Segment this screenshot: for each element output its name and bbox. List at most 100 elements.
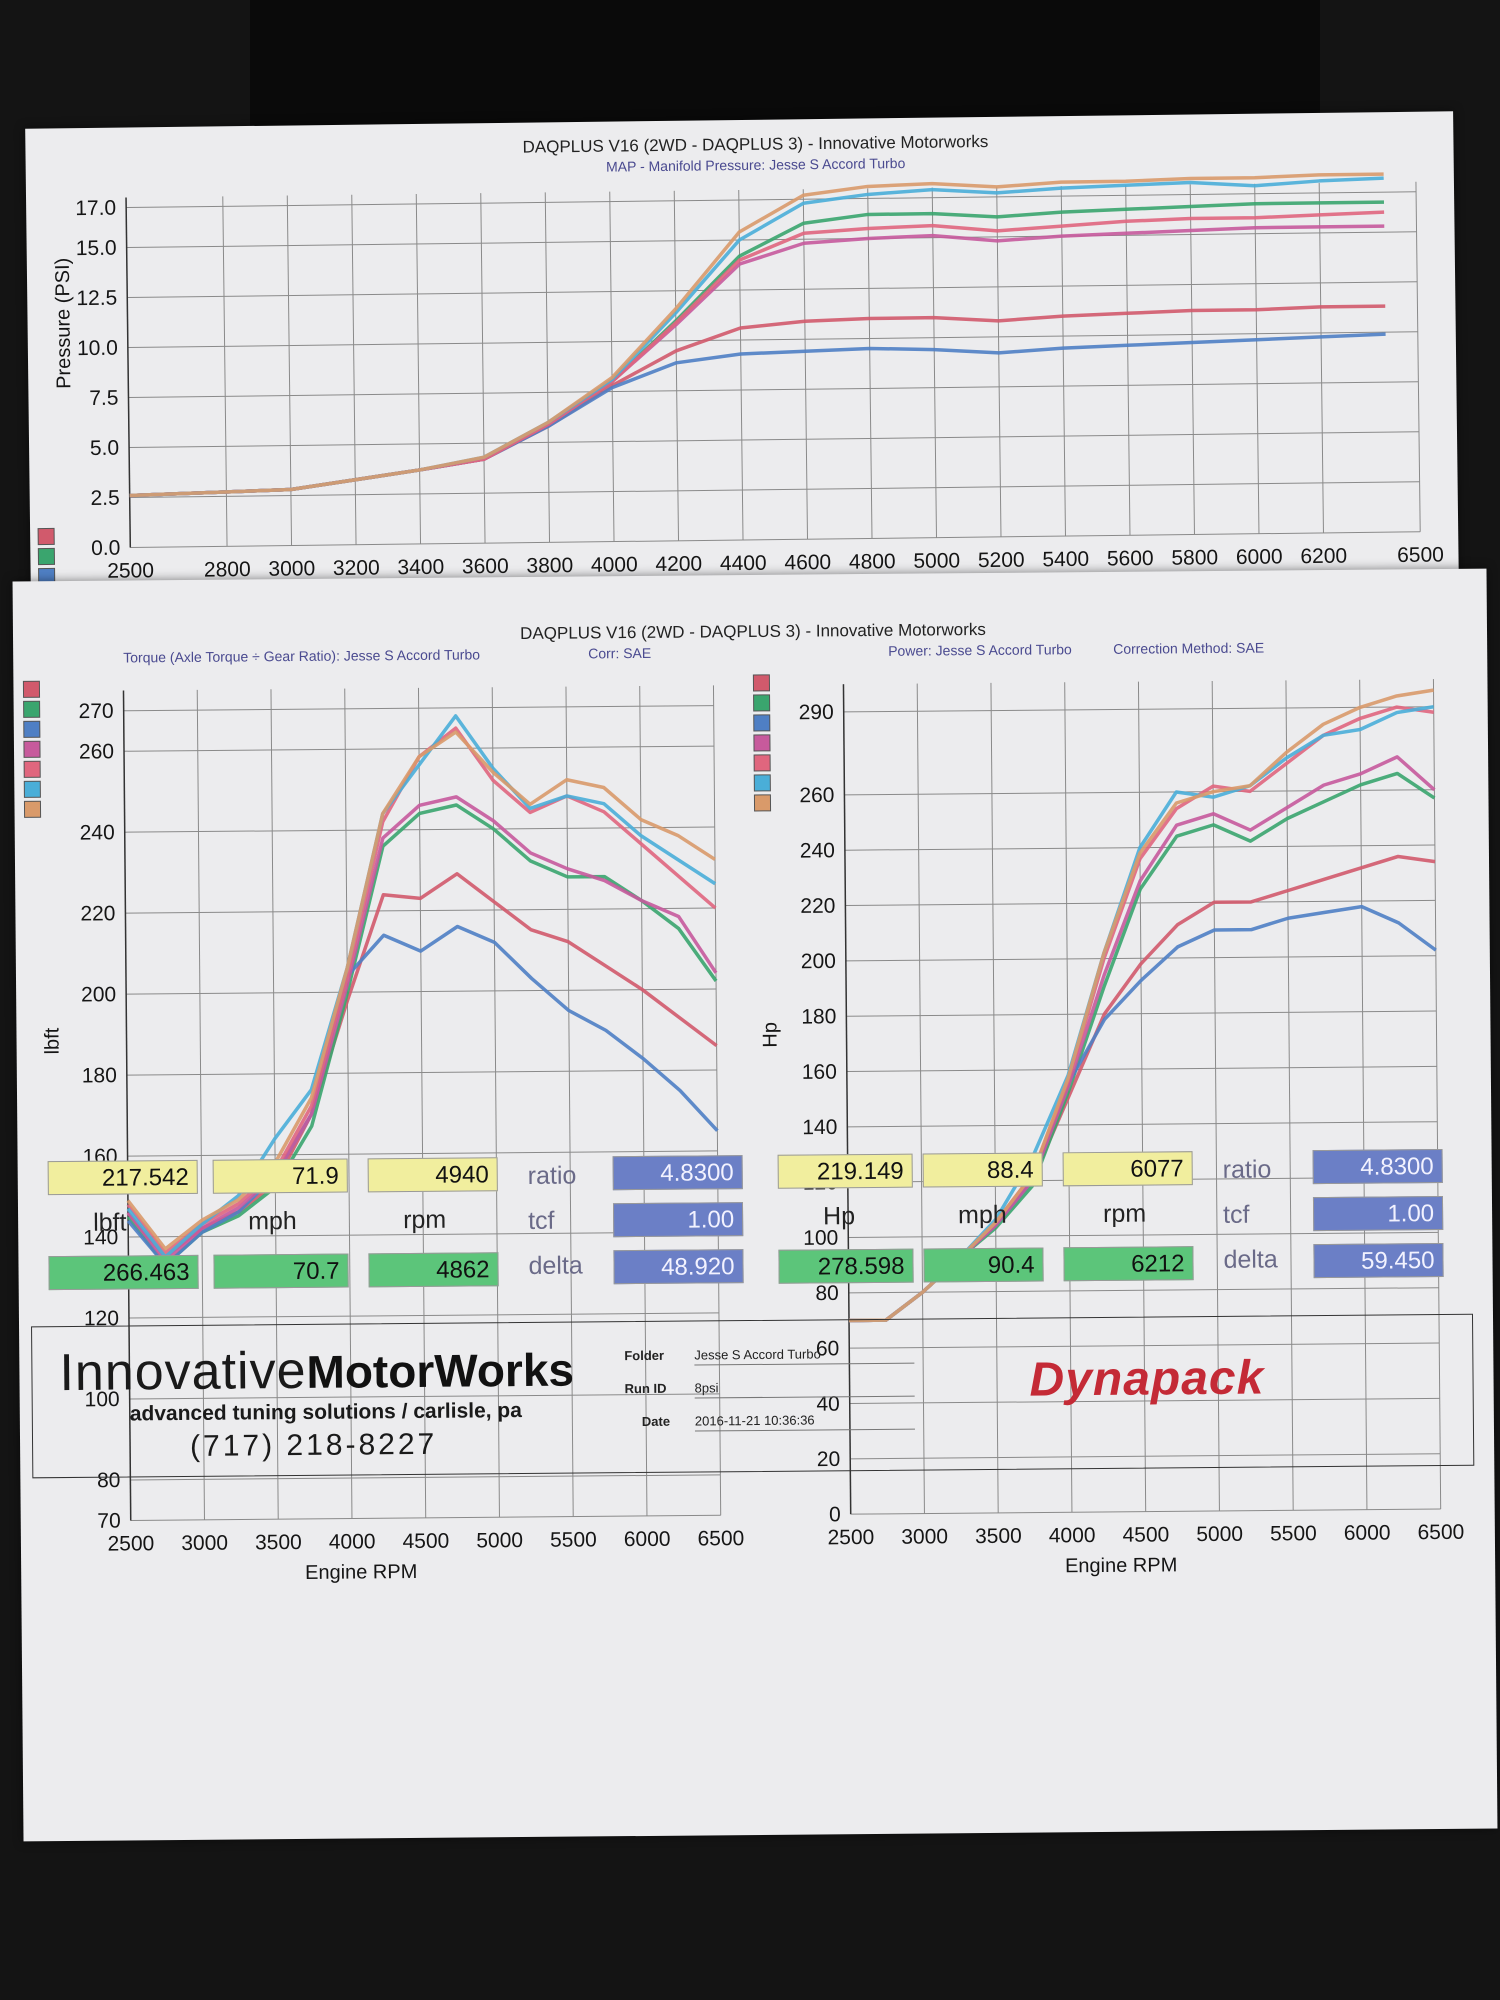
map-vgrid bbox=[1254, 183, 1260, 534]
torque-vgrid bbox=[639, 685, 648, 1516]
torque-xtick-label: 5500 bbox=[550, 1528, 597, 1551]
torque-cursor-value: 217.542 bbox=[47, 1159, 198, 1196]
power-ratio-value: 4.8300 bbox=[1312, 1148, 1443, 1185]
power-ytick-label: 0 bbox=[829, 1503, 841, 1526]
power-ytick-label: 260 bbox=[799, 784, 834, 807]
torque-hgrid bbox=[124, 745, 714, 752]
torque-xlabel: Engine RPM bbox=[305, 1561, 417, 1584]
dyno-sheet: DAQPLUS V16 (2WD - DAQPLUS 3) - Innovati… bbox=[12, 568, 1498, 1842]
torque-peak-value: 266.463 bbox=[48, 1254, 199, 1291]
map-vgrid bbox=[1125, 185, 1131, 536]
logo-part2: MotorWorks bbox=[306, 1343, 575, 1398]
phone-number: (717) 218-8227 bbox=[189, 1427, 438, 1463]
torque-peak-rpm: 4862 bbox=[368, 1252, 499, 1288]
map-xtick-label: 5000 bbox=[913, 549, 960, 573]
power-xtick-label: 4000 bbox=[1049, 1524, 1096, 1547]
power-ytick-label: 200 bbox=[801, 950, 836, 973]
torque-hgrid bbox=[126, 988, 717, 995]
power-hgrid bbox=[847, 1121, 1438, 1128]
logo-part1: Innovative bbox=[59, 1341, 307, 1403]
power-ytick-label: 40 bbox=[816, 1393, 840, 1416]
map-hgrid bbox=[130, 531, 1421, 548]
map-hgrid bbox=[127, 331, 1418, 349]
power-hgrid bbox=[844, 789, 1435, 796]
map-vgrid bbox=[351, 194, 357, 545]
power-ratio-label: ratio bbox=[1222, 1155, 1272, 1184]
torque-tcf-value: 1.00 bbox=[612, 1202, 744, 1238]
map-vgrid bbox=[673, 190, 680, 541]
power-hgrid bbox=[849, 1342, 1440, 1349]
map-vgrid bbox=[1189, 184, 1195, 535]
torque-series-line bbox=[126, 924, 719, 1267]
torque-plot: 2500 3000 3500 4000 4500 5000 5500 6000 6500 70 80… bbox=[22, 680, 744, 1556]
torque-delta-label: delta bbox=[528, 1251, 583, 1280]
torque-delta-value: 48.920 bbox=[613, 1249, 744, 1285]
map-xtick-label: 6500 bbox=[1397, 543, 1444, 567]
power-rpm-label: rpm bbox=[1102, 1199, 1147, 1228]
power-peak-rpm: 6212 bbox=[1063, 1246, 1194, 1282]
power-hgrid bbox=[849, 1397, 1440, 1405]
map-xtick-label: 6200 bbox=[1300, 545, 1347, 569]
power-xtick-label: 5000 bbox=[1196, 1523, 1243, 1546]
map-ytick-label: 10.0 bbox=[77, 337, 118, 360]
torque-vgrid bbox=[417, 687, 427, 1518]
torque-xtick-label: 4500 bbox=[402, 1530, 449, 1553]
torque-legend-swatch bbox=[23, 760, 41, 778]
map-vgrid bbox=[738, 190, 744, 541]
torque-vgrid bbox=[712, 685, 722, 1516]
torque-ratio-value: 4.8300 bbox=[612, 1155, 743, 1191]
power-hgrid bbox=[850, 1453, 1441, 1460]
power-delta-value: 59.450 bbox=[1313, 1242, 1444, 1279]
power-legend-swatch bbox=[753, 734, 771, 752]
power-plot: 2500 3000 3500 4000 4500 5000 5500 6000 6500 0 20 4… bbox=[752, 674, 1464, 1549]
map-xtick-label: 5800 bbox=[1171, 546, 1218, 570]
map-hgrid bbox=[129, 481, 1420, 498]
torque-legend-swatch bbox=[23, 780, 41, 798]
power-xtick-label: 6000 bbox=[1344, 1521, 1391, 1544]
torque-ytick-label: 270 bbox=[79, 700, 114, 723]
map-title: DAQPLUS V16 (2WD - DAQPLUS 3) - Innovati… bbox=[522, 132, 988, 157]
torque-hgrid bbox=[125, 907, 716, 914]
map-sheet: DAQPLUS V16 (2WD - DAQPLUS 3) - Innovati… bbox=[25, 111, 1459, 599]
torque-xtick-label: 2500 bbox=[107, 1532, 154, 1555]
map-ytick-label: 12.5 bbox=[76, 287, 117, 310]
torque-hgrid bbox=[127, 1150, 718, 1157]
map-xtick-label: 4600 bbox=[784, 551, 831, 575]
torque-yaxis bbox=[122, 690, 132, 1521]
torque-ytick-label: 100 bbox=[85, 1388, 120, 1411]
power-legend-swatch bbox=[752, 674, 771, 692]
torque-xtick-label: 6500 bbox=[697, 1527, 744, 1550]
power-xtick-label: 4500 bbox=[1122, 1523, 1169, 1546]
map-subtitle: MAP - Manifold Pressure: Jesse S Accord … bbox=[606, 155, 906, 175]
torque-ytick-label: 220 bbox=[80, 902, 115, 925]
power-hgrid bbox=[848, 1231, 1439, 1239]
power-unit-label: Hp bbox=[822, 1202, 856, 1231]
map-series-line bbox=[129, 224, 1385, 498]
power-xtick-label: 5500 bbox=[1270, 1522, 1317, 1545]
power-legend-swatch bbox=[753, 694, 771, 712]
power-ytick-label: 180 bbox=[801, 1005, 836, 1028]
torque-hgrid bbox=[129, 1393, 720, 1400]
torque-correction: Corr: SAE bbox=[588, 645, 651, 662]
power-correction: Correction Method: SAE bbox=[1113, 640, 1264, 657]
map-hgrid bbox=[126, 191, 1417, 209]
torque-rpm-label: rpm bbox=[402, 1205, 447, 1235]
tagline: advanced tuning solutions / carlisle, pa bbox=[129, 1399, 522, 1426]
torque-cursor-mph: 71.9 bbox=[212, 1158, 348, 1194]
torque-legend-swatch bbox=[23, 800, 42, 818]
date-value: 2016-11-21 10:36:36 bbox=[694, 1411, 915, 1432]
date-label: Date bbox=[641, 1413, 671, 1429]
torque-ytick-label: 140 bbox=[83, 1226, 118, 1249]
torque-ylabel: lbft bbox=[41, 1027, 63, 1054]
dyno-title: DAQPLUS V16 (2WD - DAQPLUS 3) - Innovati… bbox=[520, 620, 986, 643]
torque-vgrid bbox=[196, 689, 205, 1520]
power-delta-label: delta bbox=[1223, 1245, 1278, 1274]
power-ytick-label: 290 bbox=[799, 701, 834, 724]
map-vgrid bbox=[544, 192, 551, 543]
torque-series-line bbox=[126, 730, 716, 1251]
torque-unit-label: lbft bbox=[93, 1208, 127, 1237]
map-xtick-label: 3000 bbox=[268, 557, 315, 581]
map-xtick-label: 4000 bbox=[591, 553, 638, 577]
map-xtick-label: 5200 bbox=[978, 549, 1025, 573]
map-vgrid bbox=[931, 187, 937, 538]
